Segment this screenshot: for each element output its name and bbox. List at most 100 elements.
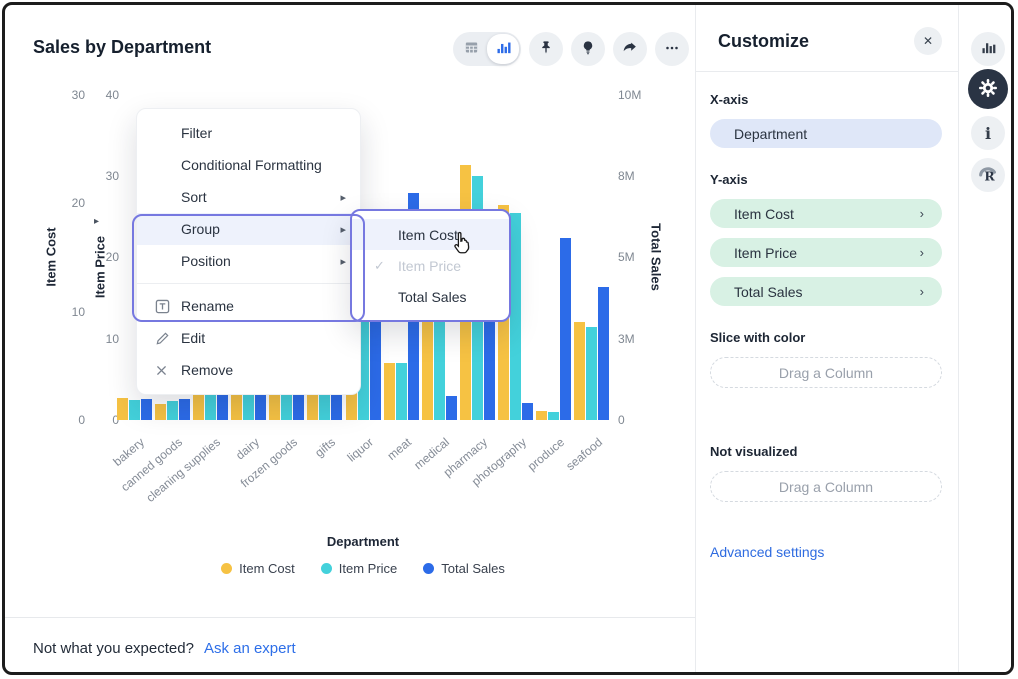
bar-item-cost-produce[interactable]	[536, 411, 548, 420]
bar-total-sales-liquor[interactable]	[369, 309, 381, 420]
bar-item-cost-seafood[interactable]	[574, 322, 586, 420]
menu-item-label: Conditional Formatting	[181, 157, 322, 173]
not-visualized-dropzone[interactable]: Drag a Column	[710, 471, 942, 502]
customize-panel-header: Customize ✕	[696, 5, 958, 72]
rename-icon	[155, 299, 181, 314]
submenu-arrow-icon: ▸	[340, 255, 346, 268]
page-title: Sales by Department	[33, 37, 212, 57]
ask-an-expert-link[interactable]: Ask an expert	[203, 639, 296, 657]
share-button[interactable]	[613, 32, 647, 66]
tick-label: 30	[71, 88, 85, 102]
tick-label: 30	[105, 169, 119, 183]
bar-item-price-medical[interactable]	[433, 274, 445, 420]
bar-total-sales-produce[interactable]	[560, 238, 572, 420]
menu-item-conditional-formatting[interactable]: Conditional Formatting	[137, 149, 360, 181]
total-sales-axis-title: Total Sales	[648, 223, 664, 291]
x-axis-chip[interactable]: Department	[710, 119, 942, 148]
right-icon-rail: i R	[958, 5, 1011, 672]
bar-total-sales-seafood[interactable]	[598, 287, 610, 420]
r-logo-rail-button[interactable]: R	[971, 158, 1005, 192]
bar-total-sales-cleaning-supplies[interactable]	[216, 371, 228, 420]
bar-total-sales-canned-goods[interactable]	[178, 399, 190, 420]
bar-group-seafood	[573, 95, 611, 420]
tick-label: 0	[618, 413, 625, 427]
y-axis-chip-total-sales[interactable]: Total Sales ›	[710, 277, 942, 306]
chart-legend: Department Item Cost Item Price Total Sale…	[115, 534, 611, 579]
legend-item-item-price: Item Price	[320, 561, 398, 576]
bar-item-cost-bakery[interactable]	[116, 398, 128, 420]
pin-button[interactable]	[529, 32, 563, 66]
insights-button[interactable]	[571, 32, 605, 66]
legend-dot-item-cost	[221, 563, 233, 574]
bar-item-price-gifts[interactable]	[319, 387, 331, 420]
bar-total-sales-frozen-goods[interactable]	[293, 381, 305, 420]
footer-bar: Not what you expected? Ask an expert	[5, 617, 695, 672]
x-axis-title: Department	[326, 534, 400, 549]
not-visualized-placeholder: Drag a Column	[778, 478, 874, 495]
menu-item-rename[interactable]: Rename	[137, 290, 360, 322]
slice-dropzone-placeholder: Drag a Column	[778, 364, 874, 381]
item-cost-axis-title: Item Cost	[43, 227, 59, 287]
bar-item-cost-gifts[interactable]	[307, 387, 319, 420]
bar-item-cost-frozen-goods[interactable]	[269, 377, 281, 420]
menu-item-filter[interactable]: Filter	[137, 117, 360, 149]
slice-with-color-dropzone[interactable]: Drag a Column	[710, 357, 942, 388]
tick-label: 0	[112, 413, 119, 427]
item-price-axis-title[interactable]: Item Price	[92, 235, 108, 299]
close-icon: ✕	[922, 34, 934, 48]
close-panel-button[interactable]: ✕	[914, 27, 942, 55]
menu-item-label: Sort	[181, 189, 207, 205]
more-options-button[interactable]	[655, 32, 689, 66]
table-view-button[interactable]	[455, 34, 487, 64]
not-visualized-label: Not visualized	[710, 444, 798, 459]
table-icon	[463, 39, 480, 59]
svg-text:R: R	[984, 168, 995, 183]
menu-item-edit[interactable]: Edit	[137, 322, 360, 354]
submenu-arrow-icon: ▸	[340, 191, 346, 204]
bar-item-price-cleaning-supplies[interactable]	[204, 379, 216, 420]
info-rail-button[interactable]: i	[971, 116, 1005, 150]
bar-item-cost-meat[interactable]	[383, 363, 395, 420]
menu-item-position[interactable]: Position ▸	[137, 245, 360, 277]
bar-total-sales-medical[interactable]	[445, 396, 457, 420]
y-axis-chip-item-price[interactable]: Item Price ›	[710, 238, 942, 267]
tick-label: 5M	[618, 250, 635, 264]
tick-label: 40	[105, 88, 119, 102]
bar-item-price-canned-goods[interactable]	[166, 401, 178, 420]
menu-item-group[interactable]: Group ▸	[137, 213, 360, 245]
legend-label: Item Price	[338, 561, 398, 576]
advanced-settings-link[interactable]: Advanced settings	[710, 544, 825, 560]
bar-item-price-bakery[interactable]	[128, 400, 140, 420]
bar-item-price-seafood[interactable]	[586, 327, 598, 420]
item-price-axis-menu-arrow[interactable]: ▸	[94, 216, 100, 227]
submenu-item-total-sales[interactable]: Total Sales	[352, 281, 509, 312]
submenu-item-label: Total Sales	[398, 288, 467, 305]
settings-rail-button[interactable]	[968, 69, 1008, 109]
bar-total-sales-gifts[interactable]	[331, 387, 343, 420]
y-axis-chip-item-cost[interactable]: Item Cost ›	[710, 199, 942, 228]
submenu-item-item-cost[interactable]: Item Cost	[352, 219, 509, 250]
bar-item-cost-canned-goods[interactable]	[154, 404, 166, 420]
bar-chart-icon	[495, 39, 512, 59]
context-menu: Filter Conditional Formatting Sort ▸ Group ▸ P…	[136, 108, 361, 395]
bar-item-price-meat[interactable]	[395, 363, 407, 420]
bar-total-sales-pharmacy[interactable]	[483, 235, 495, 420]
x-axis-field-label: X-axis	[710, 92, 749, 107]
chart-view-button[interactable]	[487, 34, 519, 64]
bar-item-price-liquor[interactable]	[357, 249, 369, 420]
bar-total-sales-bakery[interactable]	[140, 399, 152, 420]
menu-item-sort[interactable]: Sort ▸	[137, 181, 360, 213]
bar-item-price-photography[interactable]	[510, 213, 522, 420]
bar-total-sales-photography[interactable]	[522, 403, 534, 420]
legend-dot-total-sales	[423, 563, 435, 574]
bar-item-cost-medical[interactable]	[421, 257, 433, 420]
legend-dot-item-price	[320, 563, 332, 574]
bar-item-cost-cleaning-supplies[interactable]	[192, 377, 204, 420]
menu-item-remove[interactable]: Remove	[137, 354, 360, 386]
chart-toolbar	[453, 32, 689, 66]
bar-item-price-frozen-goods[interactable]	[281, 379, 293, 420]
share-arrow-icon	[621, 39, 639, 60]
chart-type-rail-button[interactable]	[971, 32, 1005, 66]
bar-item-price-produce[interactable]	[548, 412, 560, 420]
